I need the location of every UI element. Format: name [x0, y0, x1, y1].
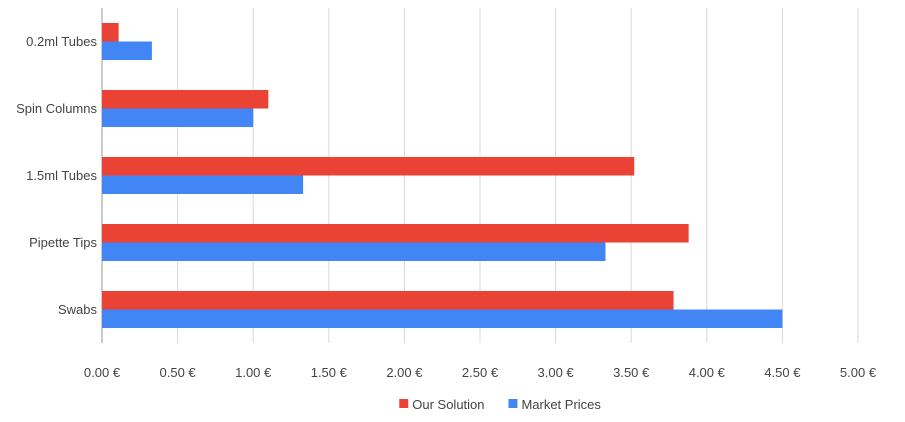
- legend: Our Solution Market Prices: [399, 397, 601, 412]
- bar-market-prices: [102, 309, 783, 328]
- x-tick-label: 0.50 €: [160, 365, 197, 380]
- y-category-label: Pipette Tips: [29, 235, 97, 250]
- legend-label: Market Prices: [521, 397, 601, 412]
- legend-swatch: [508, 399, 518, 408]
- bar-market-prices: [102, 175, 304, 194]
- x-tick-label: 3.00 €: [538, 365, 575, 380]
- bar-our-solution: [102, 23, 119, 42]
- bar-our-solution: [102, 224, 689, 243]
- bars: [102, 23, 783, 328]
- y-category-label: Swabs: [58, 302, 98, 317]
- y-category-label: 1.5ml Tubes: [26, 168, 97, 183]
- x-tick-label: 1.50 €: [311, 365, 348, 380]
- x-tick-label: 4.50 €: [764, 365, 801, 380]
- bar-our-solution: [102, 157, 635, 176]
- x-tick-label: 2.50 €: [462, 365, 499, 380]
- x-tick-label: 3.50 €: [613, 365, 650, 380]
- x-tick-label: 5.00 €: [840, 365, 877, 380]
- y-category-label: Spin Columns: [16, 101, 97, 116]
- x-axis-ticks: 0.00 € 0.50 € 1.00 € 1.50 € 2.00 € 2.50 € 3.00…: [84, 365, 877, 380]
- legend-label: Our Solution: [412, 397, 484, 412]
- legend-swatch: [399, 399, 409, 408]
- bar-market-prices: [102, 41, 152, 60]
- bar-market-prices: [102, 108, 254, 127]
- x-tick-label: 2.00 €: [386, 365, 423, 380]
- y-axis-categories: 0.2ml Tubes Spin Columns 1.5ml Tubes Pipett…: [16, 34, 97, 317]
- x-tick-label: 0.00 €: [84, 365, 121, 380]
- y-category-label: 0.2ml Tubes: [26, 34, 97, 49]
- bar-our-solution: [102, 90, 269, 109]
- bar-our-solution: [102, 291, 674, 310]
- x-tick-label: 4.00 €: [689, 365, 726, 380]
- x-tick-label: 1.00 €: [235, 365, 272, 380]
- bar-market-prices: [102, 242, 606, 261]
